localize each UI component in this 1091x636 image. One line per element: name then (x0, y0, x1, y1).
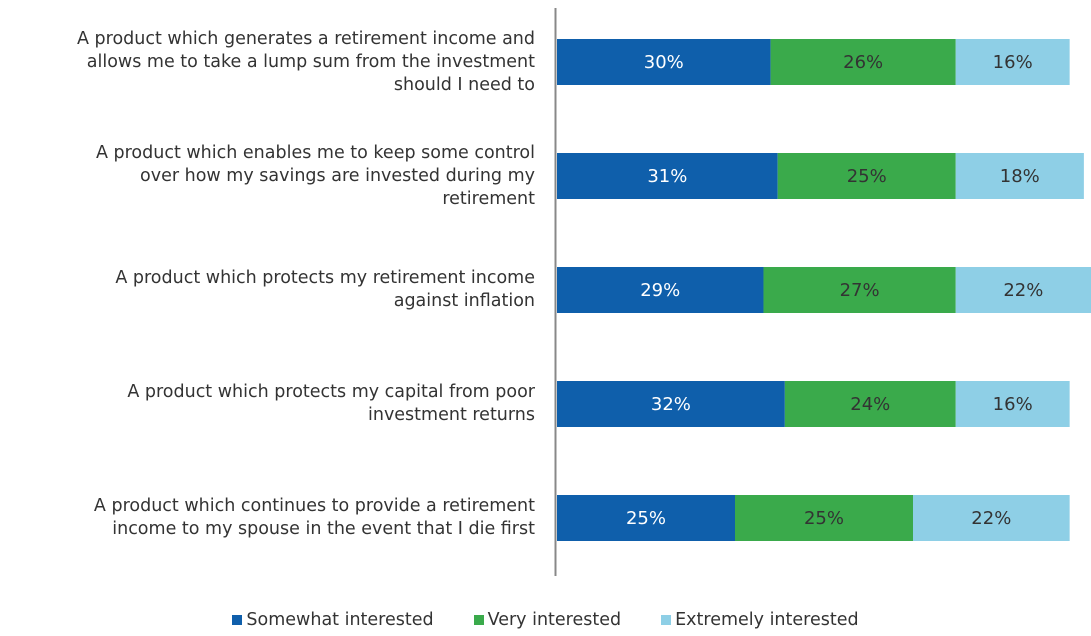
value-label: 30% (644, 52, 684, 73)
legend: Somewhat interested Very interested Extrem… (0, 610, 1091, 630)
bar-segment (784, 381, 956, 427)
value-label: 25% (847, 166, 887, 187)
legend-item: Somewhat interested (232, 610, 434, 630)
value-label: 25% (626, 508, 666, 529)
category-label: A product which continues to provide a r… (93, 496, 535, 539)
value-label: 22% (1003, 280, 1043, 301)
bar-segment (557, 267, 764, 313)
legend-item: Very interested (473, 610, 622, 630)
legend-label: Extremely interested (675, 610, 859, 630)
bar-segment (763, 267, 956, 313)
legend-swatch (473, 615, 484, 625)
bar-segment (955, 267, 1091, 313)
bar-segment (955, 381, 1070, 427)
value-label: 27% (840, 280, 880, 301)
legend-label: Very interested (487, 610, 622, 630)
category-label: A product which protects my capital from… (127, 382, 535, 425)
category-label: A product which generates a retirement i… (77, 28, 535, 95)
bar-segment (557, 39, 771, 85)
bar-segment (913, 495, 1070, 541)
bar-segment (777, 153, 956, 199)
legend-swatch (232, 615, 243, 625)
bar-segment (557, 153, 778, 199)
value-label: 31% (647, 166, 687, 187)
value-label: 32% (651, 394, 691, 415)
bar-segment (770, 39, 956, 85)
category-label: A product which protects my retirement i… (115, 268, 535, 311)
value-label: 26% (843, 52, 883, 73)
legend-item: Extremely interested (661, 610, 859, 630)
bar-segment (955, 39, 1070, 85)
bar-segment (557, 495, 735, 541)
chart: 30% 26% 16% 31% 25% 18% 29% 27% 22% 32% 24% 16% 25% 2… (554, 8, 1091, 576)
bar-segment (557, 381, 785, 427)
bar-segment (955, 153, 1084, 199)
value-label: 16% (993, 394, 1033, 415)
value-label: 29% (640, 280, 680, 301)
legend-swatch (661, 615, 672, 625)
value-label: 24% (850, 394, 890, 415)
value-label: 18% (1000, 166, 1040, 187)
value-label: 22% (971, 508, 1011, 529)
value-label: 25% (804, 508, 844, 529)
bar-segment (735, 495, 913, 541)
category-label: A product which enables me to keep some … (95, 142, 535, 209)
value-label: 16% (993, 52, 1033, 73)
legend-label: Somewhat interested (246, 610, 434, 630)
